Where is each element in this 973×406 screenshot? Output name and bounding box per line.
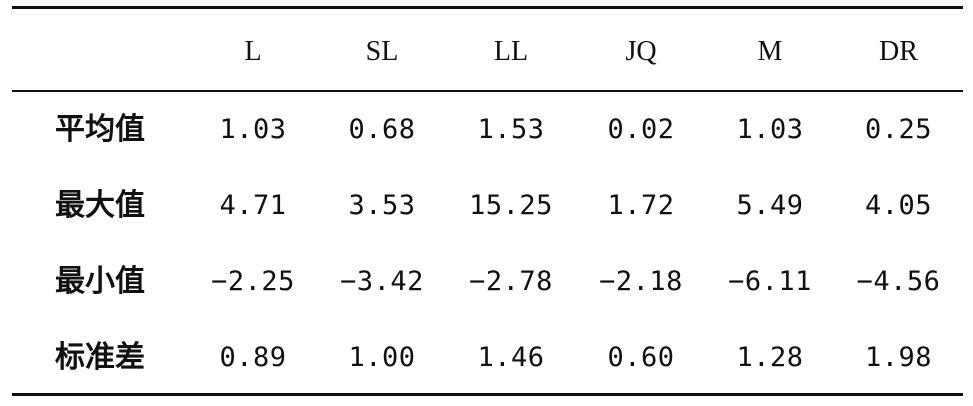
table-top-rule xyxy=(12,6,963,9)
cell-std-l: 0.89 xyxy=(219,342,287,373)
column-header-l: L xyxy=(244,36,262,67)
row-label-mean: 平均值 xyxy=(55,112,145,147)
statistics-table: L SL LL JQ M DR 平均值 1.03 0.68 1.53 0.02 … xyxy=(12,6,963,396)
cell-mean-sl: 0.68 xyxy=(348,114,416,145)
table-row-min: 最小值 −2.25 −3.42 −2.78 −2.18 −6.11 −4.56 xyxy=(12,244,963,320)
column-header-sl: SL xyxy=(365,36,399,67)
table-header-row: L SL LL JQ M DR xyxy=(12,14,963,90)
cell-mean-m: 1.03 xyxy=(736,114,804,145)
table-header-rule xyxy=(12,90,963,92)
header-corner-cell xyxy=(12,14,188,90)
cell-std-m: 1.28 xyxy=(736,342,804,373)
table-bottom-rule xyxy=(12,393,963,396)
cell-min-sl: −3.42 xyxy=(340,266,424,297)
cell-min-ll: −2.78 xyxy=(469,266,553,297)
cell-min-l: −2.25 xyxy=(211,266,295,297)
cell-std-sl: 1.00 xyxy=(348,342,416,373)
cell-mean-jq: 0.02 xyxy=(607,114,675,145)
cell-min-dr: −4.56 xyxy=(856,266,941,297)
cell-max-sl: 3.53 xyxy=(348,190,416,221)
table-row-max: 最大值 4.71 3.53 15.25 1.72 5.49 4.05 xyxy=(12,168,963,244)
column-header-jq: JQ xyxy=(625,36,657,67)
cell-max-ll: 15.25 xyxy=(469,190,553,221)
cell-mean-dr: 0.25 xyxy=(864,114,933,145)
cell-std-jq: 0.60 xyxy=(607,342,675,373)
cell-mean-l: 1.03 xyxy=(219,114,287,145)
cell-std-ll: 1.46 xyxy=(477,342,545,373)
cell-max-dr: 4.05 xyxy=(864,190,933,221)
table-row-mean: 平均值 1.03 0.68 1.53 0.02 1.03 0.25 xyxy=(12,92,963,168)
cell-max-m: 5.49 xyxy=(736,190,804,221)
cell-std-dr: 1.98 xyxy=(864,342,933,373)
cell-mean-ll: 1.53 xyxy=(477,114,545,145)
cell-min-jq: −2.18 xyxy=(599,266,683,297)
row-label-max: 最大值 xyxy=(55,188,145,223)
row-label-std: 标准差 xyxy=(55,340,145,375)
column-header-m: M xyxy=(757,36,783,67)
table-row-std: 标准差 0.89 1.00 1.46 0.60 1.28 1.98 xyxy=(12,320,963,396)
cell-max-l: 4.71 xyxy=(219,190,287,221)
column-header-dr: DR xyxy=(879,36,918,67)
cell-min-m: −6.11 xyxy=(728,266,812,297)
cell-max-jq: 1.72 xyxy=(607,190,675,221)
column-header-ll: LL xyxy=(493,36,529,67)
row-label-min: 最小值 xyxy=(55,264,145,299)
